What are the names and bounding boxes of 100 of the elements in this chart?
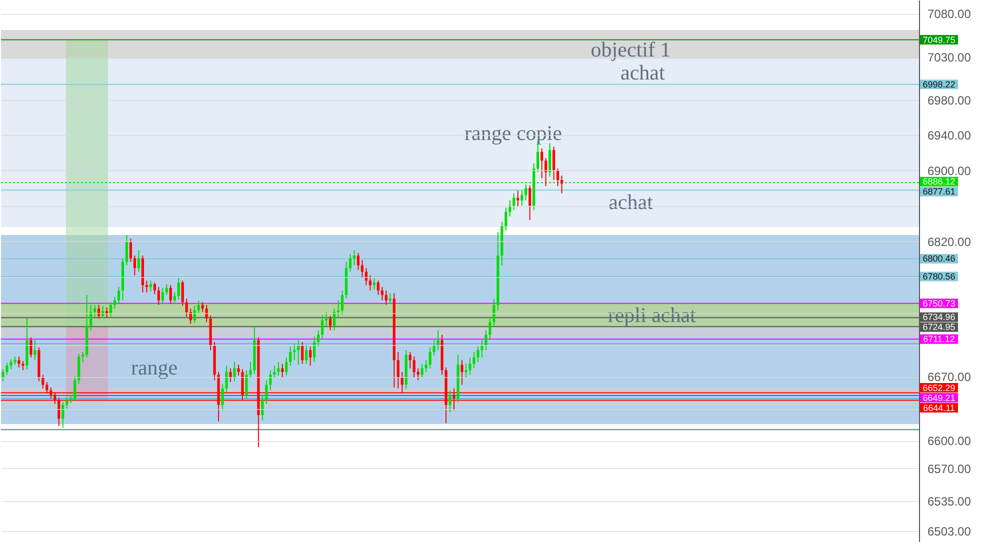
candlestick — [301, 341, 304, 364]
candlestick — [313, 336, 316, 362]
candlestick — [552, 146, 556, 181]
candlestick — [412, 356, 416, 378]
ref-line-label: 6649.21 — [922, 392, 956, 403]
y-tick-label: 6600.00 — [928, 434, 972, 448]
candlestick — [428, 346, 432, 369]
candlestick — [74, 376, 76, 402]
candlestick — [269, 370, 272, 391]
ref-line-label: 7049.75 — [922, 34, 956, 45]
candlestick — [560, 175, 564, 194]
candlestick — [285, 356, 288, 376]
candlestick — [201, 302, 204, 313]
candlestick — [324, 312, 328, 328]
candlestick — [388, 292, 392, 305]
y-tick-label: 6570.00 — [928, 462, 972, 476]
candlestick — [516, 190, 520, 208]
candlestick — [185, 298, 188, 318]
candlestick — [321, 314, 324, 339]
candlestick — [78, 353, 80, 384]
candlestick — [281, 363, 284, 378]
candlestick — [356, 252, 360, 270]
candlestick — [18, 356, 20, 368]
annotation: achat — [608, 190, 654, 214]
candlestick — [309, 346, 312, 366]
y-tick-label: 6820.00 — [928, 234, 972, 249]
ref-line-label: 6652.29 — [922, 382, 956, 393]
candlestick — [181, 280, 184, 306]
candlestick — [436, 330, 440, 351]
candlestick — [352, 250, 356, 266]
y-tick-label: 6670.00 — [928, 370, 972, 384]
candlestick — [113, 296, 116, 310]
candlestick — [476, 346, 480, 362]
candlestick — [408, 351, 412, 369]
band-label: range copie — [464, 121, 562, 146]
candlestick — [173, 292, 176, 304]
candlestick — [340, 290, 344, 316]
candlestick — [42, 374, 44, 389]
band-label: objectif 1 — [590, 37, 671, 62]
ref-line-label: 6734.96 — [922, 312, 956, 322]
candlestick — [6, 362, 8, 376]
y-tick-label: 6900.00 — [928, 164, 972, 178]
candlestick — [157, 286, 160, 306]
ref-line-label: 6877.61 — [922, 186, 956, 197]
candlestick — [512, 192, 516, 211]
candlestick — [249, 361, 252, 378]
candlestick — [93, 304, 96, 318]
candlestick — [504, 206, 508, 232]
candlestick — [396, 351, 400, 389]
candlestick — [528, 184, 532, 220]
candlestick — [229, 368, 232, 383]
candlestick — [424, 360, 428, 372]
ref-line-label: 6750.73 — [922, 298, 956, 308]
candlestick — [161, 287, 164, 304]
candlestick — [480, 340, 484, 358]
candlestick — [472, 351, 476, 369]
candlestick — [22, 360, 24, 371]
candlestick — [145, 280, 148, 293]
ref-line-label: 6998.22 — [922, 79, 956, 90]
ref-line-label: 6644.11 — [923, 402, 955, 413]
candlestick — [488, 316, 492, 341]
candlestick — [293, 343, 296, 361]
candlestick — [317, 330, 320, 348]
candlestick — [237, 364, 240, 376]
candlestick — [448, 390, 452, 413]
candlestick — [66, 397, 68, 410]
candlestick — [464, 363, 468, 378]
candlestick — [129, 238, 132, 262]
candlestick — [376, 280, 380, 296]
candlestick — [233, 361, 236, 382]
y-tick-label: 7080.00 — [928, 7, 972, 22]
candlestick — [460, 360, 464, 386]
candlestick — [368, 274, 372, 292]
band-label: range — [130, 355, 178, 380]
candlestick — [520, 190, 524, 206]
candlestick — [348, 253, 352, 272]
candlestick — [149, 280, 152, 292]
candlestick — [328, 315, 332, 331]
candlestick — [420, 363, 424, 378]
ref-line-label: 6780.56 — [922, 272, 956, 282]
candlestick — [197, 300, 200, 314]
candlestick — [177, 277, 180, 300]
candlestick — [432, 340, 436, 356]
ref-line-label: 6724.95 — [922, 322, 956, 332]
ref-line-label: 6800.46 — [922, 254, 956, 264]
y-tick-label: 6535.00 — [928, 494, 972, 508]
ref-line-label: 6711.12 — [923, 334, 955, 344]
ref-line-label: 6886.12 — [922, 176, 956, 187]
candlestick — [305, 344, 308, 364]
y-tick-label: 6940.00 — [928, 128, 972, 143]
candlestick — [468, 356, 472, 376]
annotation: achat — [620, 60, 665, 84]
candlestick — [225, 365, 228, 393]
candlestick — [289, 346, 292, 366]
candlestick — [277, 361, 280, 376]
candlestick — [2, 368, 4, 382]
candlestick — [34, 340, 36, 361]
candlestick — [221, 383, 224, 411]
candlestick — [548, 142, 552, 178]
candlestick — [245, 370, 248, 399]
